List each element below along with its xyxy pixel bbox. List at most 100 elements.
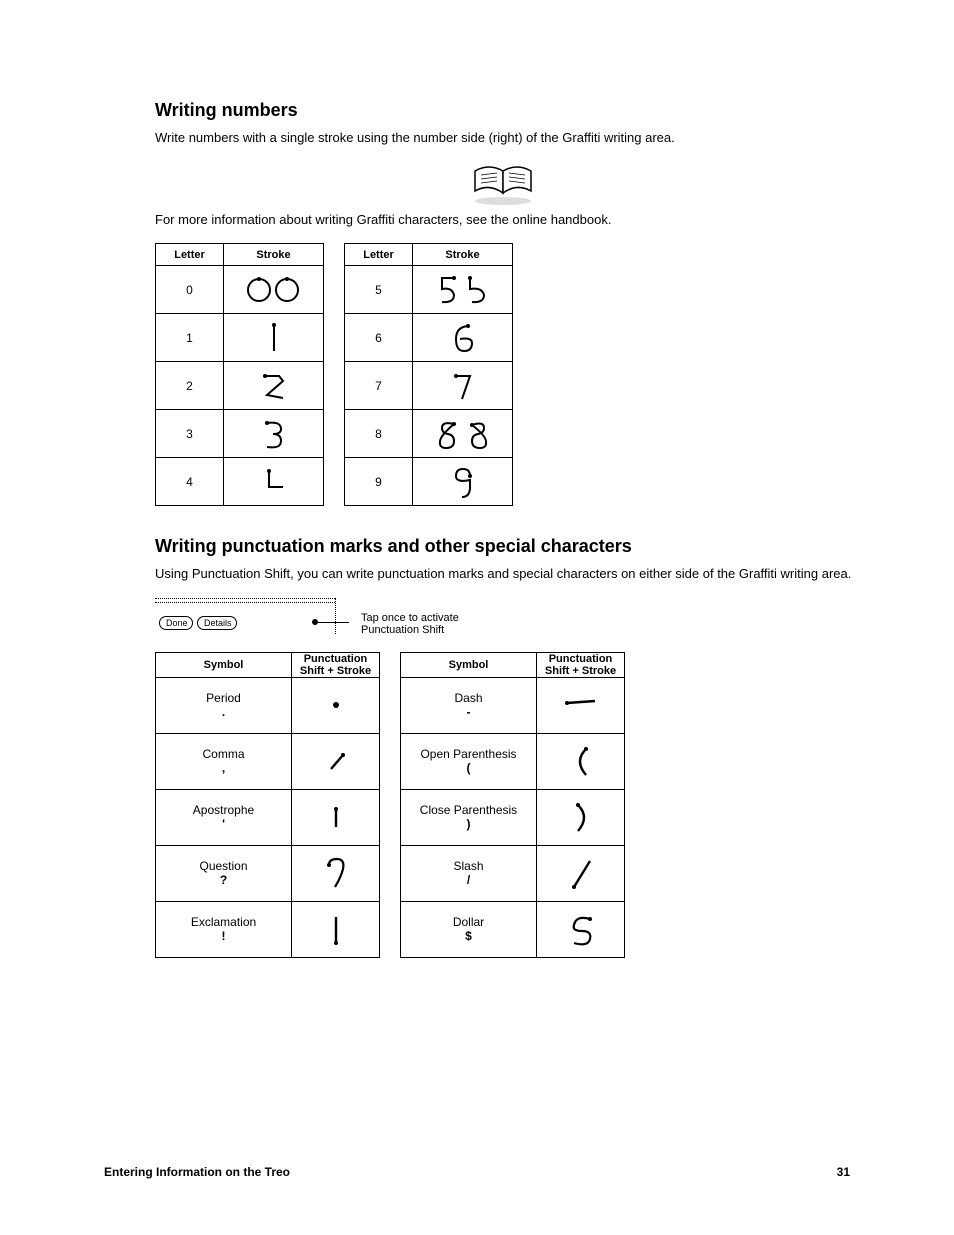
symbol-cell: Exclamation ! [156, 901, 292, 957]
stroke-cell [413, 314, 513, 362]
table-row: Open Parenthesis ( [401, 733, 625, 789]
symbol-cell: Dollar $ [401, 901, 537, 957]
symbol-glyph: , [222, 761, 225, 775]
stroke-cell [413, 410, 513, 458]
symbol-name: Dollar [453, 915, 484, 929]
table-row: 7 [345, 362, 513, 410]
stroke-cell [537, 789, 625, 845]
symbol-cell: Period . [156, 677, 292, 733]
table-row: 8 [345, 410, 513, 458]
stroke-cell [224, 314, 324, 362]
header-symbol: Symbol [401, 652, 537, 677]
writing-area-illustration: Done Details Tap once to activate Punctu… [155, 598, 350, 638]
symbol-glyph: ! [222, 929, 226, 943]
letter-cell: 4 [156, 458, 224, 506]
footer-page-number: 31 [837, 1165, 850, 1179]
symbol-cell: Close Parenthesis ) [401, 789, 537, 845]
numbers-paragraph: Write numbers with a single stroke using… [155, 129, 854, 147]
header-stroke: Stroke [413, 244, 513, 266]
header-letter: Letter [345, 244, 413, 266]
dotted-line [155, 598, 335, 599]
book-icon [155, 161, 854, 207]
letter-cell: 1 [156, 314, 224, 362]
header-stroke: Punctuation Shift + Stroke [537, 652, 625, 677]
stroke-cell [224, 362, 324, 410]
stroke-cell [537, 901, 625, 957]
numbers-tables-row: Letter Stroke 0 1 2 3 4 Letter Stroke 5 … [155, 243, 854, 506]
header-symbol: Symbol [156, 652, 292, 677]
stroke-cell [413, 266, 513, 314]
symbol-cell: Open Parenthesis ( [401, 733, 537, 789]
stroke-cell [413, 362, 513, 410]
table-row: Close Parenthesis ) [401, 789, 625, 845]
letter-cell: 9 [345, 458, 413, 506]
header-stroke: Stroke [224, 244, 324, 266]
symbol-glyph: ) [467, 817, 471, 831]
symbol-glyph: / [467, 873, 470, 887]
symbol-cell: Question ? [156, 845, 292, 901]
table-row: Exclamation ! [156, 901, 380, 957]
table-row: Dollar $ [401, 901, 625, 957]
stroke-cell [224, 458, 324, 506]
numbers-table-right: Letter Stroke 5 6 7 8 9 [344, 243, 513, 506]
stroke-cell [537, 677, 625, 733]
punct-table-right: Symbol Punctuation Shift + Stroke Dash -… [400, 652, 625, 958]
symbol-name: Exclamation [191, 915, 256, 929]
symbol-glyph: ? [220, 873, 227, 887]
table-row: Comma , [156, 733, 380, 789]
table-row: 0 [156, 266, 324, 314]
table-row: 4 [156, 458, 324, 506]
stroke-cell [292, 733, 380, 789]
table-row: Apostrophe ' [156, 789, 380, 845]
table-row: 6 [345, 314, 513, 362]
symbol-glyph: - [467, 705, 471, 719]
symbol-cell: Slash / [401, 845, 537, 901]
stroke-cell [292, 789, 380, 845]
stroke-cell [224, 266, 324, 314]
header-letter: Letter [156, 244, 224, 266]
vertical-divider [335, 598, 336, 634]
letter-cell: 8 [345, 410, 413, 458]
table-row: Dash - [401, 677, 625, 733]
stroke-cell [292, 677, 380, 733]
symbol-name: Slash [453, 859, 483, 873]
letter-cell: 5 [345, 266, 413, 314]
letter-cell: 2 [156, 362, 224, 410]
symbol-glyph: . [222, 705, 225, 719]
punct-table-left: Symbol Punctuation Shift + Stroke Period… [155, 652, 380, 958]
table-row: 9 [345, 458, 513, 506]
pdf-note: For more information about writing Graff… [155, 211, 854, 229]
symbol-cell: Dash - [401, 677, 537, 733]
letter-cell: 7 [345, 362, 413, 410]
symbol-name: Period [206, 691, 241, 705]
page-footer: Entering Information on the Treo 31 [0, 1165, 954, 1179]
symbol-name: Question [199, 859, 247, 873]
symbol-name: Dash [454, 691, 482, 705]
table-row: 5 [345, 266, 513, 314]
stroke-cell [537, 845, 625, 901]
stroke-cell [537, 733, 625, 789]
punct-tables-row: Symbol Punctuation Shift + Stroke Period… [155, 652, 854, 958]
symbol-name: Close Parenthesis [420, 803, 517, 817]
header-stroke: Punctuation Shift + Stroke [292, 652, 380, 677]
numbers-table-left: Letter Stroke 0 1 2 3 4 [155, 243, 324, 506]
symbol-glyph: $ [465, 929, 472, 943]
symbol-name: Apostrophe [193, 803, 254, 817]
table-row: Question ? [156, 845, 380, 901]
letter-cell: 3 [156, 410, 224, 458]
done-button[interactable]: Done [159, 616, 193, 630]
symbol-cell: Apostrophe ' [156, 789, 292, 845]
symbol-name: Comma [202, 747, 244, 761]
stroke-cell [292, 845, 380, 901]
table-row: 3 [156, 410, 324, 458]
details-button[interactable]: Details [197, 616, 237, 630]
symbol-cell: Comma , [156, 733, 292, 789]
callout-text: Tap once to activate Punctuation Shift [361, 612, 521, 636]
stroke-cell [413, 458, 513, 506]
table-row: Slash / [401, 845, 625, 901]
letter-cell: 0 [156, 266, 224, 314]
punct-paragraph: Using Punctuation Shift, you can write p… [155, 565, 854, 583]
symbol-glyph: ( [467, 761, 471, 775]
callout-line [315, 622, 349, 623]
table-row: 1 [156, 314, 324, 362]
